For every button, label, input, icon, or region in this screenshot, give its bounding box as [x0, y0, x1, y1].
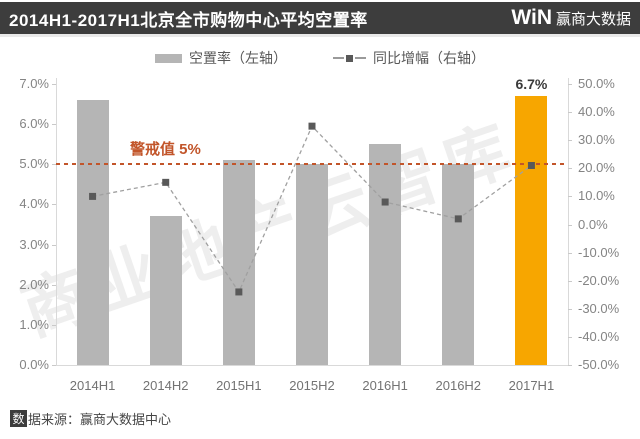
right-axis-tick — [568, 168, 572, 170]
y-axis-right-line — [568, 78, 569, 365]
x-axis-category-label: 2015H1 — [216, 378, 262, 393]
left-axis-tick — [52, 204, 56, 206]
right-axis-tick-label: -10.0% — [578, 244, 620, 260]
right-axis-tick-label: 20.0% — [578, 160, 615, 176]
right-axis-tick — [568, 365, 572, 366]
brand-logo: WiN 赢商大数据 — [511, 6, 631, 30]
left-axis-tick-label: 2.0% — [19, 276, 49, 292]
left-axis-tick-label: 6.0% — [19, 116, 49, 132]
vacancy-bar-highlight — [515, 96, 548, 365]
right-axis-tick — [568, 224, 572, 226]
right-axis-tick-label: -50.0% — [578, 357, 620, 372]
left-axis-tick-label: 3.0% — [19, 236, 49, 252]
right-axis-tick-label: 0.0% — [578, 216, 608, 232]
right-axis-tick-label: 40.0% — [578, 104, 615, 120]
win-logo-icon: WiN — [511, 6, 552, 29]
left-axis-tick-label: 4.0% — [19, 196, 49, 212]
right-axis-tick-label: -20.0% — [578, 272, 620, 288]
left-axis-tick-label: 5.0% — [19, 156, 49, 172]
vacancy-bar — [442, 164, 475, 365]
right-axis-tick — [568, 252, 572, 254]
highlight-data-label: 6.7% — [515, 76, 548, 93]
left-axis-tick-label: 7.0% — [19, 76, 49, 91]
warning-threshold-line — [56, 163, 568, 166]
chart-title: 2014H1-2017H1北京全市购物中心平均空置率 — [9, 10, 368, 30]
vacancy-bar — [149, 216, 182, 365]
brand-name: 赢商大数据 — [555, 10, 631, 28]
yoy-marker — [162, 178, 170, 186]
data-source: 数 据来源：赢商大数据中心 — [10, 409, 171, 428]
legend: 空置率（左轴） 同比增幅（右轴） — [0, 48, 640, 68]
right-axis-tick — [568, 336, 572, 338]
vacancy-bar — [222, 160, 255, 365]
right-axis-tick-label: 50.0% — [578, 76, 615, 91]
source-text: 据来源：赢商大数据中心 — [28, 412, 172, 427]
legend-label-vacancy: 空置率（左轴） — [189, 50, 287, 66]
bar-swatch-icon — [155, 53, 182, 63]
vacancy-bar — [296, 164, 328, 365]
right-axis-tick — [568, 308, 572, 310]
x-axis-category-label: 2014H2 — [142, 378, 189, 393]
right-axis-tick — [568, 112, 572, 114]
x-axis-category-label: 2016H1 — [362, 378, 408, 393]
warning-threshold-label: 警戒值 5% — [130, 141, 201, 159]
x-axis-category-label: 2014H1 — [69, 378, 116, 393]
header-bar: 2014H1-2017H1北京全市购物中心平均空置率 WiN 赢商大数据 — [0, 2, 640, 34]
right-axis-tick — [568, 84, 572, 85]
left-axis-tick — [52, 164, 56, 166]
right-axis-tick — [568, 280, 572, 282]
right-axis-tick — [568, 196, 572, 198]
source-prefix-box: 数 — [10, 410, 27, 427]
x-axis-category-label: 2016H2 — [435, 378, 482, 393]
yoy-marker — [308, 122, 316, 130]
x-axis-category-label: 2015H2 — [289, 378, 335, 393]
left-axis-tick — [52, 365, 56, 366]
legend-label-yoy: 同比增幅（右轴） — [373, 50, 485, 66]
x-axis-line — [56, 365, 568, 366]
right-axis-tick-label: -40.0% — [578, 328, 620, 344]
header-shadow — [0, 34, 640, 37]
left-axis-tick-label: 1.0% — [19, 316, 49, 332]
left-axis-tick — [52, 284, 56, 286]
vacancy-bar — [369, 144, 402, 365]
legend-item-vacancy: 空置率（左轴） — [155, 48, 287, 68]
left-axis-tick — [52, 124, 56, 126]
right-axis-tick-label: -30.0% — [578, 300, 620, 316]
legend-item-yoy: 同比增幅（右轴） — [333, 48, 485, 68]
x-axis-category-label: 2017H1 — [508, 378, 555, 393]
left-axis-tick — [52, 244, 56, 246]
left-axis-tick-label: 0.0% — [19, 357, 49, 372]
right-axis-tick — [568, 140, 572, 142]
left-axis-tick — [52, 324, 56, 326]
y-axis-left-line — [56, 78, 57, 365]
right-axis-tick-label: 10.0% — [578, 188, 615, 204]
line-swatch-icon — [333, 54, 366, 62]
vacancy-bar — [76, 100, 109, 365]
right-axis-tick-label: 30.0% — [578, 132, 615, 148]
left-axis-tick — [52, 84, 56, 85]
